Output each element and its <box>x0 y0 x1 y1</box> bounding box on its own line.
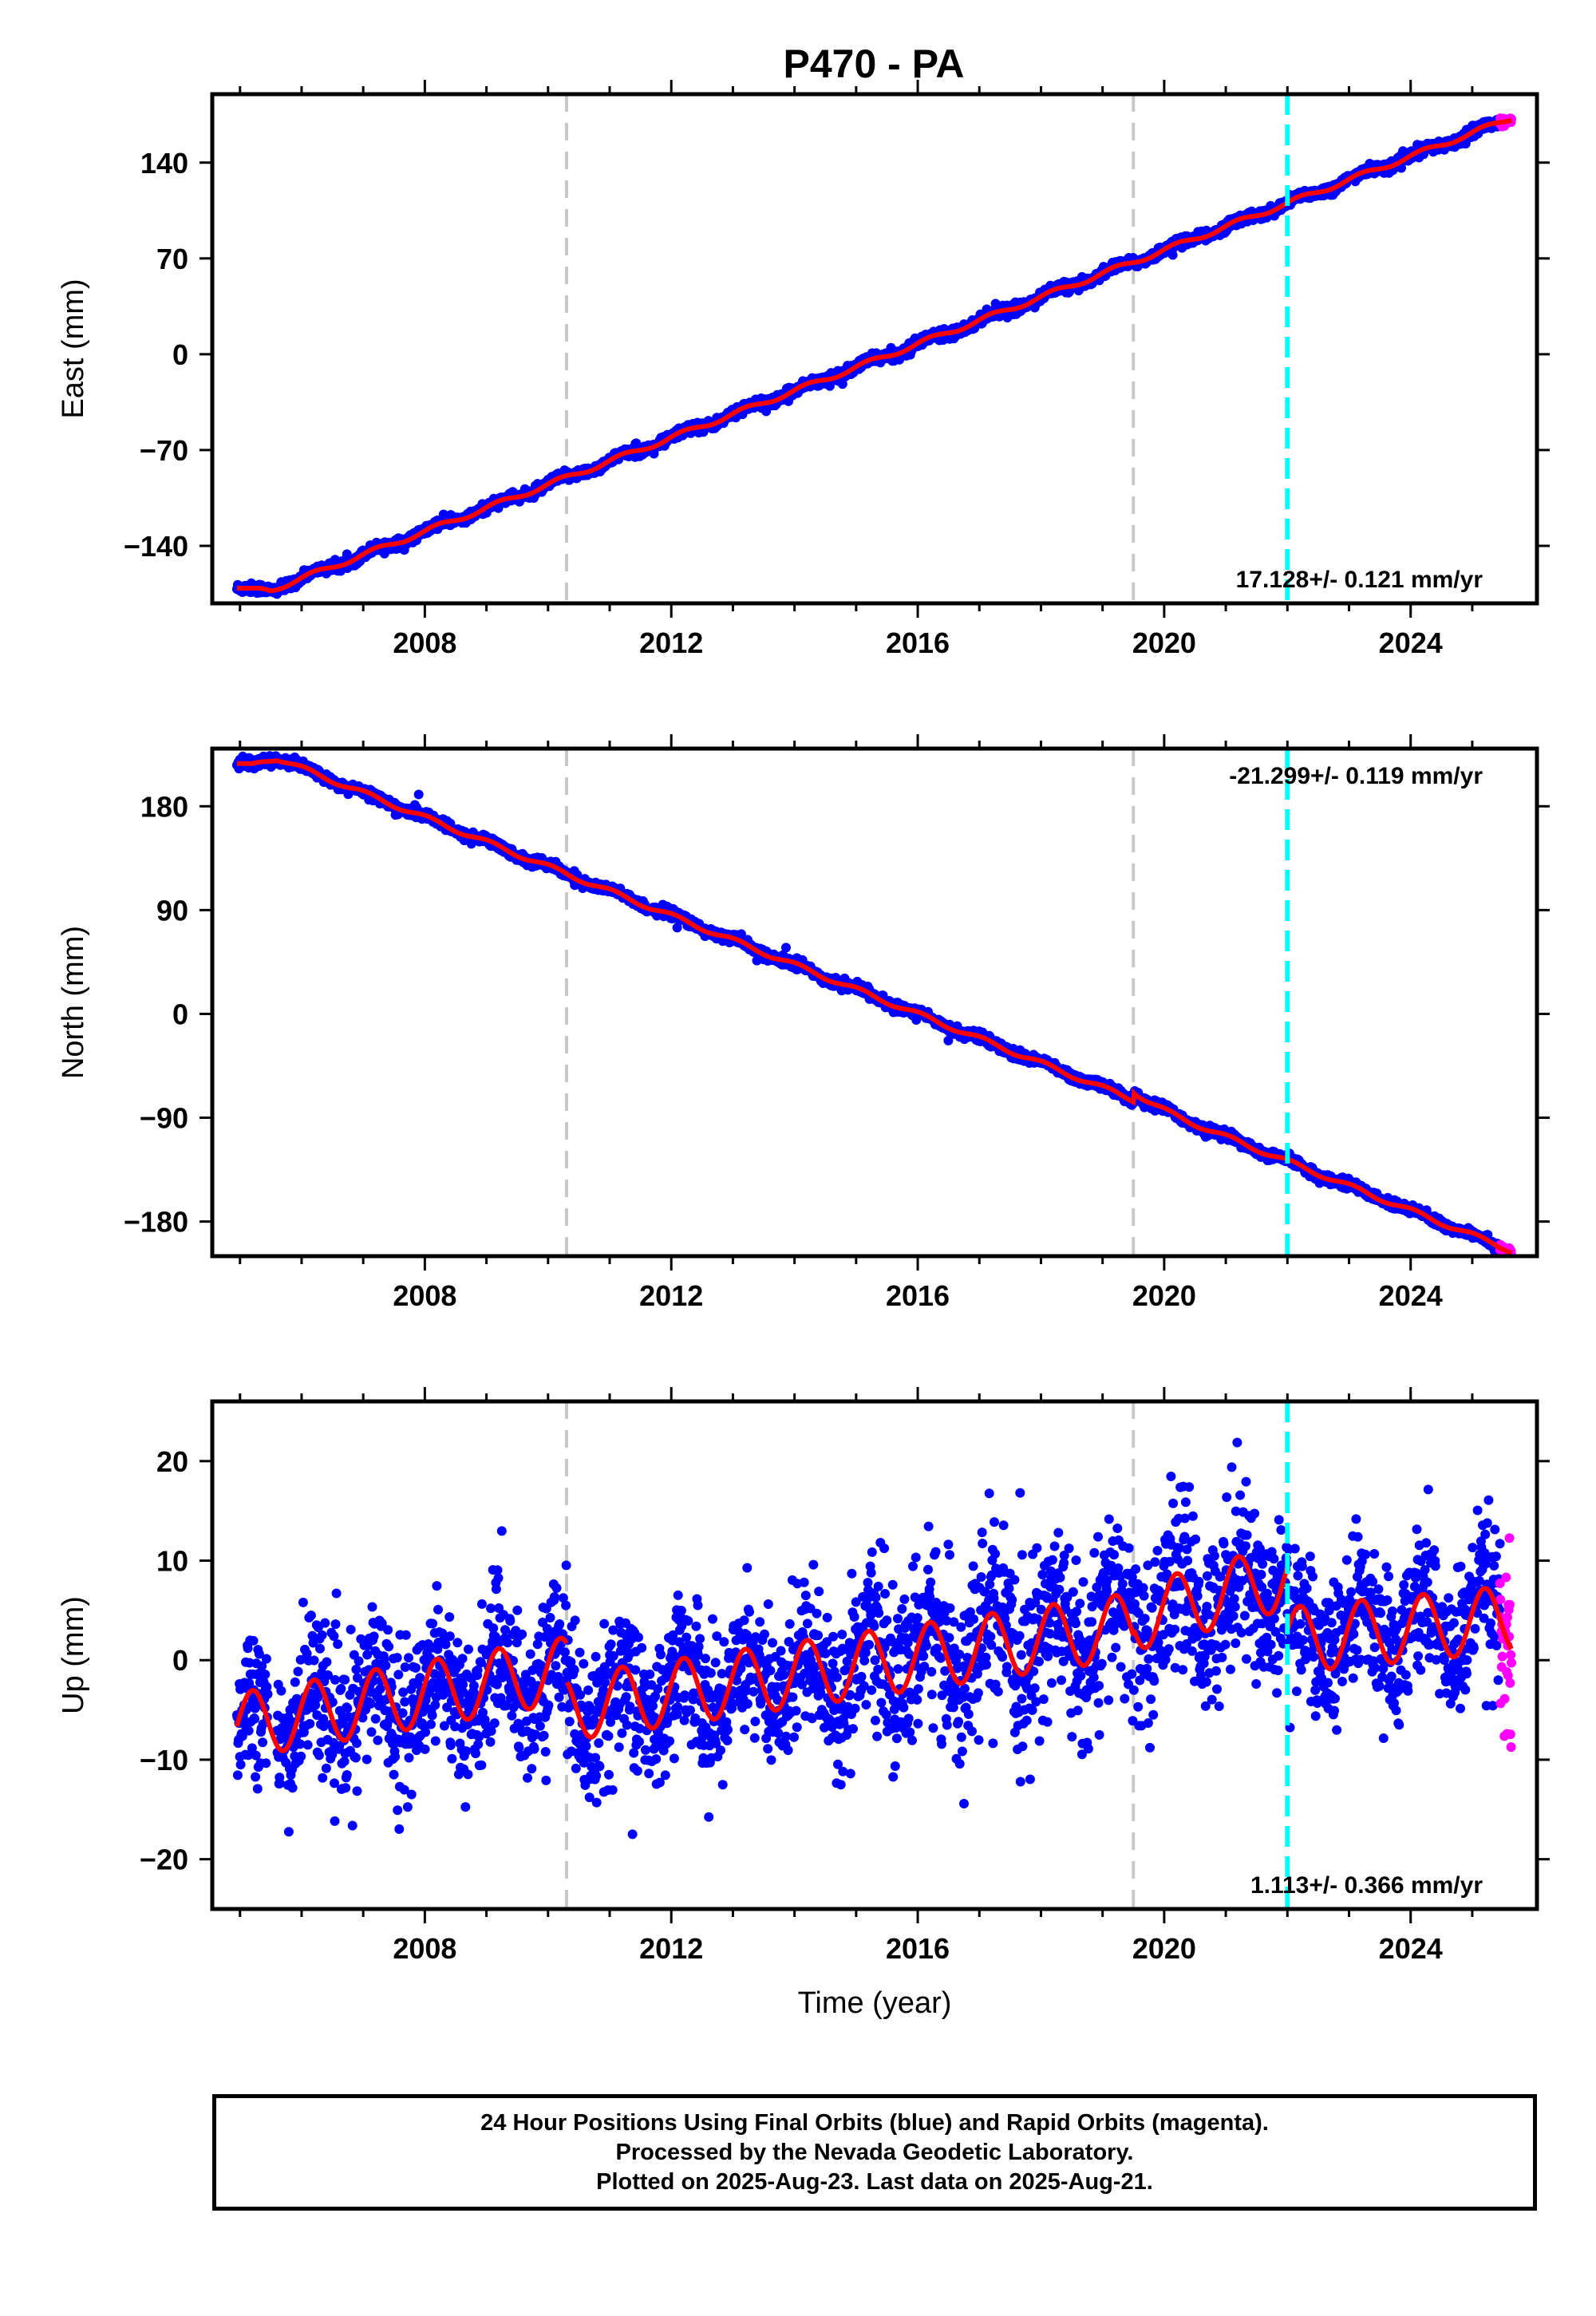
x-tick-label: 2016 <box>886 626 950 659</box>
final-orbit-point <box>837 379 847 389</box>
x-tick-label: 2008 <box>393 626 456 659</box>
y-axis-label: East (mm) <box>57 279 90 418</box>
y-tick-label: 0 <box>172 338 188 371</box>
x-tick-label: 2024 <box>1379 626 1443 659</box>
x-tick-label: 2012 <box>639 626 703 659</box>
x-tick-label: 2020 <box>1132 626 1196 659</box>
data-points <box>231 751 1516 1256</box>
panels: 2008 2012 2016 2020 2024 −140 −70 0 70 140 East (m… <box>57 80 1550 2020</box>
y-tick-label: −70 <box>140 434 188 467</box>
y-tick-label: 70 <box>156 243 188 275</box>
final-orbit-point <box>413 789 424 800</box>
y-tick-label: −140 <box>124 530 188 563</box>
figure-title: P470 - PA <box>784 41 965 86</box>
final-orbit-point <box>781 943 791 953</box>
panel-east: 2008 2012 2016 2020 2024 −140 −70 0 70 140 East (m… <box>57 80 1550 659</box>
y-tick-label: 140 <box>140 147 188 180</box>
velocity-label: 17.128+/- 0.121 mm/yr <box>1236 567 1483 593</box>
